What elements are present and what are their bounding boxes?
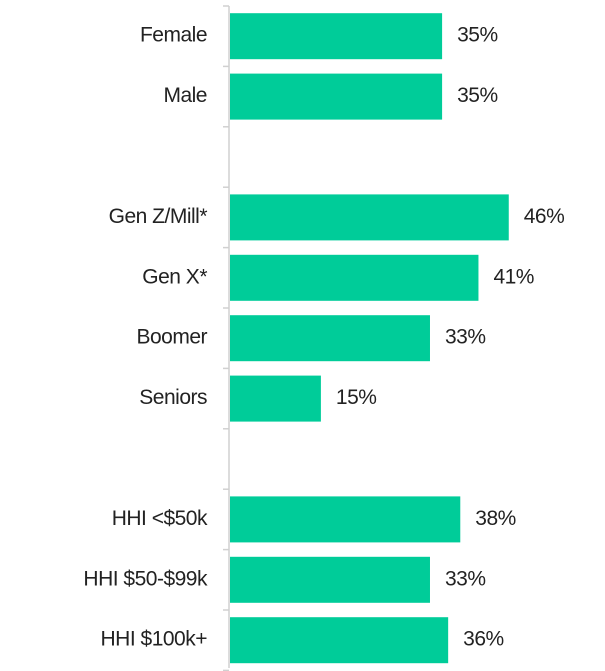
- category-label: Seniors: [139, 386, 207, 409]
- bar: [230, 617, 449, 664]
- category-label: Gen X*: [142, 265, 207, 288]
- bar: [230, 254, 479, 301]
- value-label: 35%: [457, 84, 498, 107]
- category-label: Gen Z/Mill*: [109, 205, 208, 228]
- category-label: HHI <$50k: [112, 507, 208, 530]
- category-label: HHI $50-$99k: [83, 567, 208, 590]
- bar: [230, 194, 509, 241]
- value-label: 33%: [445, 567, 486, 590]
- bar: [230, 556, 430, 603]
- value-label: 38%: [475, 507, 516, 530]
- bar: [230, 13, 443, 60]
- bar: [230, 496, 461, 543]
- value-label: 41%: [493, 265, 534, 288]
- value-label: 36%: [463, 628, 504, 651]
- bar: [230, 375, 321, 422]
- category-label: Male: [163, 84, 207, 107]
- value-label: 15%: [336, 386, 377, 409]
- value-label: 35%: [457, 24, 498, 47]
- value-label: 46%: [524, 205, 565, 228]
- bar: [230, 73, 443, 120]
- value-label: 33%: [445, 326, 486, 349]
- category-label: HHI $100k+: [101, 628, 208, 651]
- category-label: Boomer: [136, 326, 207, 349]
- category-label: Female: [140, 24, 207, 47]
- bar: [230, 315, 430, 362]
